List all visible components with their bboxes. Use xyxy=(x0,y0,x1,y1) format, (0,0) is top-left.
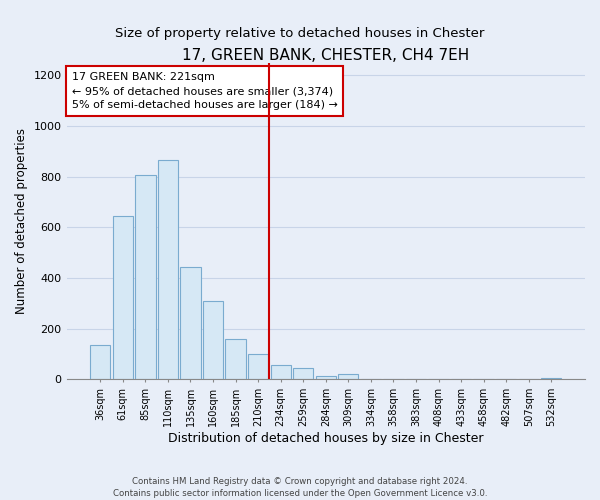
Bar xyxy=(113,216,133,380)
Bar xyxy=(135,176,155,380)
Bar xyxy=(158,160,178,380)
Bar xyxy=(338,374,358,380)
Bar xyxy=(226,339,246,380)
Bar xyxy=(271,366,291,380)
Text: 17 GREEN BANK: 221sqm
← 95% of detached houses are smaller (3,374)
5% of semi-de: 17 GREEN BANK: 221sqm ← 95% of detached … xyxy=(72,72,338,110)
Bar xyxy=(293,368,313,380)
Y-axis label: Number of detached properties: Number of detached properties xyxy=(15,128,28,314)
X-axis label: Distribution of detached houses by size in Chester: Distribution of detached houses by size … xyxy=(168,432,484,445)
Title: 17, GREEN BANK, CHESTER, CH4 7EH: 17, GREEN BANK, CHESTER, CH4 7EH xyxy=(182,48,469,62)
Bar xyxy=(203,301,223,380)
Bar xyxy=(248,354,268,380)
Bar xyxy=(181,266,200,380)
Text: Size of property relative to detached houses in Chester: Size of property relative to detached ho… xyxy=(115,28,485,40)
Bar xyxy=(90,345,110,380)
Bar xyxy=(541,378,562,380)
Bar xyxy=(316,376,336,380)
Text: Contains HM Land Registry data © Crown copyright and database right 2024.
Contai: Contains HM Land Registry data © Crown c… xyxy=(113,476,487,498)
